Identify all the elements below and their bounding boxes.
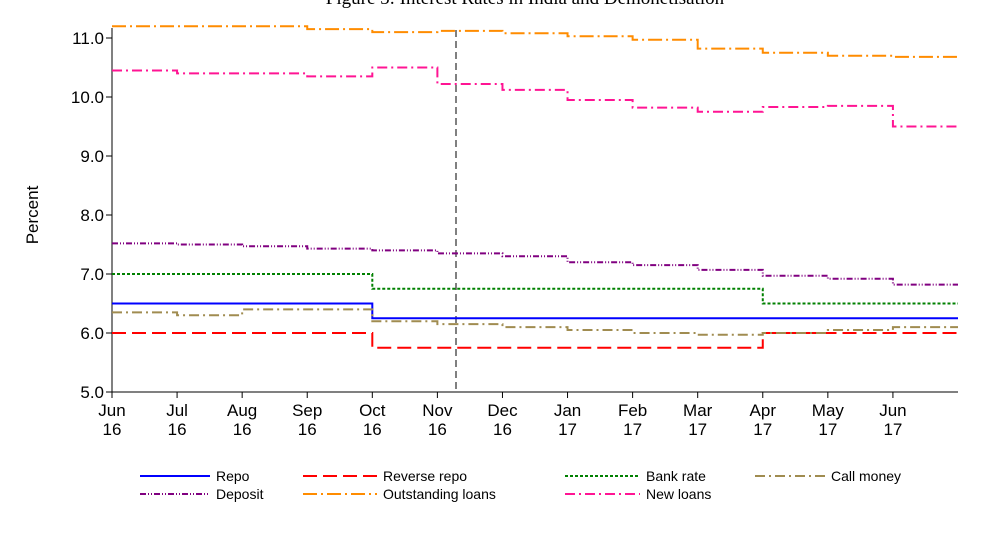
series-line (112, 66, 958, 128)
x-tick-label: Jul 16 (166, 401, 188, 439)
x-tick-label: Jun 17 (879, 401, 906, 439)
legend-label: Deposit (216, 486, 264, 502)
y-tick-label: 8.0 (80, 206, 104, 225)
y-tick-label: 10.0 (71, 88, 104, 107)
x-tick-label: Sep 16 (292, 401, 322, 439)
x-tick-label: Oct 16 (359, 401, 386, 439)
x-tick-label: Feb 17 (618, 401, 647, 439)
legend-label: Repo (216, 468, 250, 484)
legend-label: Outstanding loans (383, 486, 496, 502)
x-tick-label: May 17 (812, 401, 845, 439)
y-tick-label: 5.0 (80, 383, 104, 402)
series-line (112, 273, 958, 305)
series-line (112, 302, 958, 320)
x-tick-label: Jan 17 (554, 401, 581, 439)
series-line (112, 332, 958, 349)
y-tick-label: 9.0 (80, 147, 104, 166)
series-line (112, 25, 958, 58)
y-tick-label: 11.0 (72, 29, 104, 48)
series-line (112, 308, 958, 336)
x-tick-label: Nov 16 (422, 401, 453, 439)
legend-label: Bank rate (646, 468, 706, 484)
legend-label: Reverse repo (383, 468, 467, 484)
chart-title: Figure 5: Interest Rates in India and De… (326, 0, 725, 9)
x-tick-label: Dec 16 (487, 401, 518, 439)
x-tick-label: Apr 17 (750, 401, 777, 439)
x-tick-label: Aug 16 (227, 401, 257, 439)
legend-label: Call money (831, 468, 901, 484)
x-tick-label: Mar 17 (683, 401, 713, 439)
y-tick-label: 7.0 (80, 265, 104, 284)
legend-label: New loans (646, 486, 711, 502)
series-line (112, 242, 958, 286)
y-tick-label: 6.0 (80, 324, 104, 343)
x-tick-label: Jun 16 (98, 401, 125, 439)
legend: Repo Reverse repo Bank rate Call money Depos… (140, 468, 901, 502)
y-axis-label: Percent (23, 185, 42, 244)
